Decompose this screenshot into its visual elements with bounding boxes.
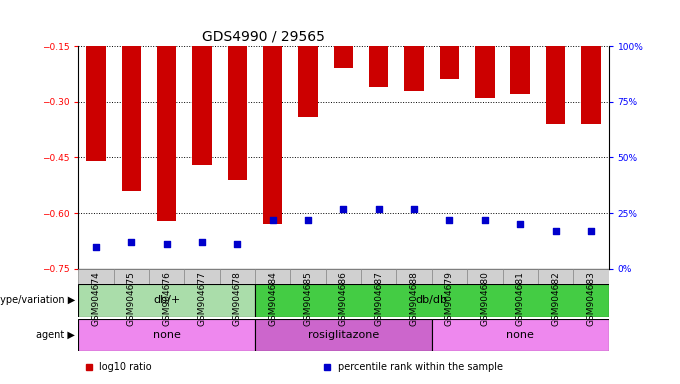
Bar [255,284,609,317]
Bar [503,269,538,284]
Bar [157,0,176,220]
Point [232,241,243,247]
Bar [361,269,396,284]
Text: GSM904686: GSM904686 [339,271,348,326]
Bar [538,269,573,284]
Bar [78,284,255,317]
Bar [290,269,326,284]
Point [373,205,384,212]
Bar [326,269,361,284]
Text: none: none [507,330,534,340]
Text: GSM904679: GSM904679 [445,271,454,326]
Bar [255,319,432,351]
Point [90,243,101,250]
Point [409,205,420,212]
Text: GSM904682: GSM904682 [551,271,560,326]
Point [515,221,526,227]
Bar [86,0,105,161]
Bar [432,269,467,284]
Text: percentile rank within the sample: percentile rank within the sample [338,362,503,372]
Bar [220,269,255,284]
Point [197,239,207,245]
Text: log10 ratio: log10 ratio [99,362,152,372]
Text: GSM904675: GSM904675 [126,271,136,326]
Text: GSM904687: GSM904687 [374,271,384,326]
Bar [184,269,220,284]
Bar [467,269,503,284]
Bar [114,269,149,284]
Text: agent ▶: agent ▶ [36,330,75,340]
Bar [475,0,494,98]
Bar [192,0,211,165]
Bar [299,0,318,117]
Title: GDS4990 / 29565: GDS4990 / 29565 [203,30,325,43]
Bar [573,269,609,284]
Bar [546,0,565,124]
Text: GSM904678: GSM904678 [233,271,242,326]
Point [267,217,278,223]
Text: db/db: db/db [415,295,448,306]
Text: GSM904683: GSM904683 [586,271,596,326]
Text: GSM904676: GSM904676 [162,271,171,326]
Bar [255,269,290,284]
Bar [122,0,141,191]
Point [585,228,596,234]
Point [479,217,490,223]
Text: rosiglitazone: rosiglitazone [308,330,379,340]
Bar [405,0,424,91]
Text: GSM904680: GSM904680 [480,271,490,326]
Text: GSM904681: GSM904681 [515,271,525,326]
Bar [511,0,530,94]
Bar [78,319,255,351]
Bar [78,269,114,284]
Bar [432,319,609,351]
Text: GSM904677: GSM904677 [197,271,207,326]
Point [303,217,313,223]
Text: genotype/variation ▶: genotype/variation ▶ [0,295,75,306]
Text: GSM904674: GSM904674 [91,271,101,326]
Text: none: none [153,330,180,340]
Bar [581,0,600,124]
Text: GSM904684: GSM904684 [268,271,277,326]
Bar [334,0,353,68]
Point [444,217,455,223]
Text: GSM904688: GSM904688 [409,271,419,326]
Point [161,241,172,247]
Text: GSM904685: GSM904685 [303,271,313,326]
Point [550,228,561,234]
Bar [149,269,184,284]
Bar [369,0,388,87]
Point [338,205,349,212]
Text: db/+: db/+ [153,295,180,306]
Point [126,239,137,245]
Bar [263,0,282,224]
Bar [440,0,459,79]
Bar [228,0,247,180]
Bar [396,269,432,284]
